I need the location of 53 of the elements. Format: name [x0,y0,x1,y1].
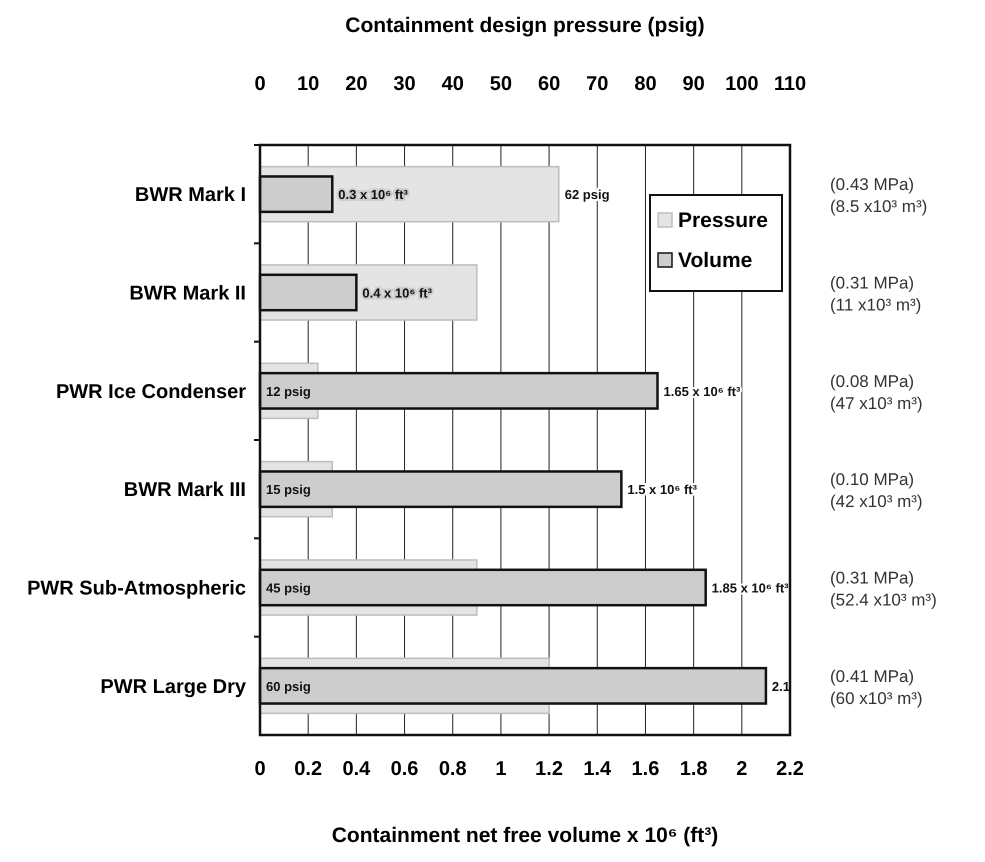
text: (47 x10³ m³) [830,394,923,413]
text: (0.31 MPa) [830,568,914,588]
data-label: 45 psig [266,580,311,596]
text: (0.41 MPa) [830,666,914,686]
x-tick-label: 1 [495,758,506,780]
legend-label: Volume [678,249,752,272]
x-tick-label: 0.4 [342,758,372,780]
x-tick-label: 0.6 [390,758,418,780]
x-tick-label: 1.8 [680,758,708,780]
x2-tick-label: 60 [538,73,560,95]
x-tick-label: 1.2 [535,758,563,780]
text: (42 x10³ m³) [830,492,923,512]
x2-tick-label: 80 [634,73,657,95]
x2-tick-label: 10 [297,73,320,95]
legend-label: Pressure [678,209,768,232]
y-tick-label: PWR Ice Condenser [56,380,246,403]
x-tick-label: 0 [254,758,266,780]
y-tick-label: PWR Sub-Atmospheric [27,578,246,600]
x2-tick-label: 50 [490,73,512,95]
text: (0.08 MPa) [830,372,914,391]
x-tick-label: 1.4 [583,758,612,780]
text: (0.10 MPa) [830,470,914,490]
data-label: 2.1 [772,678,790,694]
y-tick-label: BWR Mark II [129,282,246,304]
text: (0.43 MPa) [830,175,914,194]
text: (8.5 x10³ m³) [830,197,928,216]
text: (60 x10³ m³) [830,688,923,708]
x2-axis-title: Containment design pressure (psig) [345,14,705,37]
text: (52.4 x10³ m³) [830,590,937,610]
x2-tick-label: 20 [345,73,368,95]
x-tick-label: 2.2 [776,758,804,780]
x2-tick-label: 40 [442,73,464,95]
y-tick-label: BWR Mark I [134,184,246,206]
x-tick-label: 2 [736,758,748,780]
x2-tick-label: 100 [725,73,759,95]
data-label: 12 psig [266,384,311,399]
x-tick-label: 0.8 [438,758,467,780]
data-label: 60 psig [266,678,311,694]
data-label: 0.3 x 10⁶ ft³ [338,187,409,202]
x-tick-label: 1.6 [632,758,660,780]
x2-tick-label: 90 [682,73,705,95]
text: (11 x10³ m³) [830,296,922,314]
x2-tick-label: 110 [774,73,806,95]
y-tick-label: PWR Large Dry [100,676,247,698]
x2-tick-label: 0 [254,73,266,95]
x-axis-title: Containment net free volume x 10⁶ (ft³) [332,824,718,847]
x2-tick-label: 30 [393,73,416,95]
data-label: 15 psig [266,482,311,498]
text: (0.31 MPa) [830,274,914,292]
x2-tick-label: 70 [586,73,608,95]
x-tick-label: 0.2 [294,758,322,780]
data-label: 0.4 x 10⁶ ft³ [362,286,433,300]
y-tick-label: BWR Mark III [124,479,246,502]
